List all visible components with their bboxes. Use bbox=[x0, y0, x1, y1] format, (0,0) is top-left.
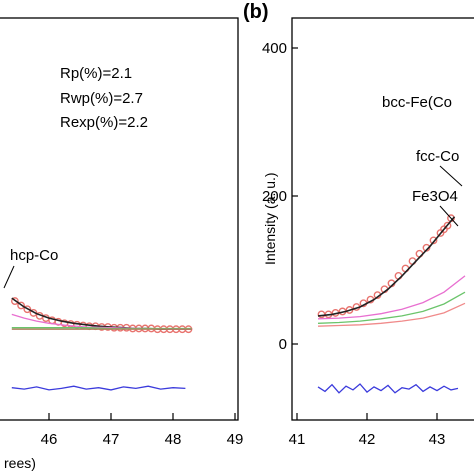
observed-point bbox=[17, 301, 25, 310]
hcp-co-label: hcp-Co bbox=[10, 247, 58, 264]
y-tick-label: 0 bbox=[279, 336, 287, 353]
fcc-co-label: fcc-Co bbox=[416, 148, 459, 165]
panel-b-series bbox=[317, 214, 466, 394]
calculated-line bbox=[317, 216, 456, 317]
x-tick-label: 42 bbox=[359, 431, 376, 448]
panel-b-label: (b) bbox=[243, 1, 269, 23]
fe3o4-label: Fe3O4 bbox=[412, 188, 458, 205]
x-tick-label: 43 bbox=[429, 431, 446, 448]
panel-a-series bbox=[10, 297, 193, 391]
panel-a-x-axis-label: rees) bbox=[4, 455, 36, 471]
panel-b-ticks: 41 42 43 0 200 400 bbox=[262, 40, 445, 448]
fe3o4-pointer bbox=[439, 205, 459, 227]
y-tick-label: 400 bbox=[262, 40, 287, 57]
observed-point bbox=[429, 236, 438, 245]
panel-b-y-axis-label: Intensity (a. u.) bbox=[262, 172, 278, 265]
panel-a-ticks: 46 47 48 49 bbox=[41, 413, 244, 448]
x-tick-label: 47 bbox=[103, 431, 120, 448]
hcp-co-pointer bbox=[3, 265, 15, 289]
observed-point bbox=[317, 310, 326, 319]
difference-line bbox=[11, 385, 186, 391]
rwp-annotation: Rwp(%)=2.7 bbox=[60, 90, 143, 107]
calculated-line bbox=[11, 297, 192, 330]
panel-a-frame bbox=[0, 17, 239, 421]
hcp-co-line bbox=[11, 313, 192, 330]
fcc-co-line bbox=[317, 291, 466, 324]
x-tick-label: 46 bbox=[41, 431, 58, 448]
bcc-fe-co--line bbox=[317, 275, 466, 320]
bcc-fe-co-label: bcc-Fe(Co bbox=[382, 94, 452, 111]
x-tick-label: 49 bbox=[227, 431, 244, 448]
observed-point bbox=[443, 221, 452, 230]
component-line bbox=[11, 327, 192, 330]
x-tick-label: 48 bbox=[165, 431, 182, 448]
fcc-co-pointer bbox=[439, 165, 463, 187]
rp-annotation: Rp(%)=2.1 bbox=[60, 65, 132, 82]
fe3o4-line bbox=[317, 302, 466, 327]
observed-point bbox=[23, 305, 32, 314]
panel-b-frame bbox=[291, 17, 474, 421]
x-tick-label: 41 bbox=[289, 431, 306, 448]
rexp-annotation: Rexp(%)=2.2 bbox=[60, 114, 148, 131]
observed-point bbox=[10, 297, 19, 305]
difference-line bbox=[317, 383, 459, 394]
y-tick-label: 200 bbox=[262, 188, 287, 205]
